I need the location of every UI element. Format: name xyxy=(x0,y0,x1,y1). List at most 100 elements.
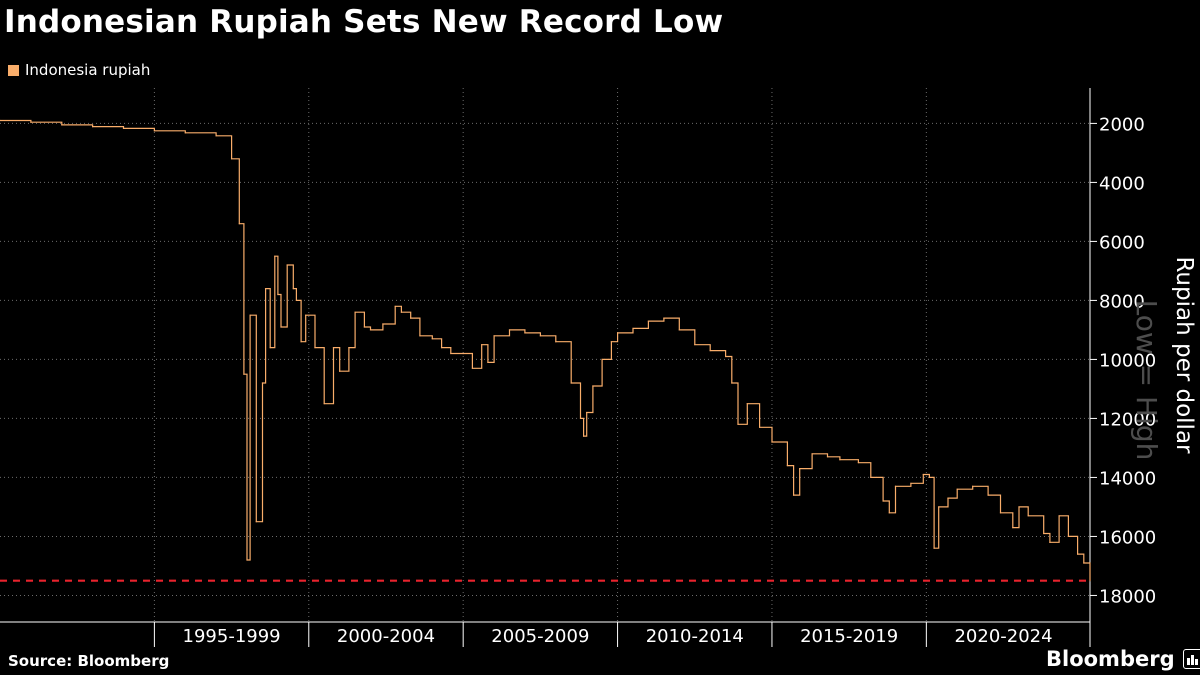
data-point xyxy=(610,341,612,343)
data-point xyxy=(947,497,949,499)
data-point xyxy=(332,347,335,349)
data-point xyxy=(709,349,711,352)
data-point xyxy=(249,314,251,316)
data-point xyxy=(300,341,302,343)
data-point xyxy=(894,485,897,487)
x-tick-label: 2000-2004 xyxy=(337,626,435,647)
data-point xyxy=(1083,562,1085,564)
y-tick-label: 8000 xyxy=(1099,291,1145,312)
y-tick-label: 14000 xyxy=(1099,468,1156,489)
x-tick-label: 2005-2009 xyxy=(491,626,589,647)
data-point xyxy=(737,423,739,425)
data-point xyxy=(632,327,634,330)
data-point xyxy=(238,223,240,225)
data-point xyxy=(363,326,365,328)
data-point xyxy=(493,335,495,337)
data-point xyxy=(933,547,935,549)
y-axis: 2000 4000 6000 8000 10000 12000 14000 16000 1800… xyxy=(1089,88,1156,622)
x-tick-label: 2020-2024 xyxy=(954,626,1052,647)
series-lines xyxy=(0,119,1091,582)
data-point xyxy=(348,347,350,349)
data-point xyxy=(243,373,245,375)
data-point xyxy=(295,299,298,302)
data-point xyxy=(910,482,912,484)
data-point xyxy=(323,403,325,405)
data-point xyxy=(410,317,412,319)
y-tick-label: 18000 xyxy=(1099,586,1156,607)
data-point xyxy=(888,512,890,514)
data-point xyxy=(586,411,588,414)
data-point xyxy=(292,288,294,290)
y-tick-label: 10000 xyxy=(1099,350,1156,371)
data-point xyxy=(956,488,958,490)
x-tick-label: 2010-2014 xyxy=(646,626,744,647)
data-point xyxy=(280,326,282,328)
brand-name: Bloomberg xyxy=(1046,647,1175,671)
data-point xyxy=(870,476,872,479)
data-point xyxy=(30,121,32,123)
x-tick-label: 1995-1999 xyxy=(183,626,281,647)
data-point xyxy=(230,158,233,160)
data-point xyxy=(1049,541,1051,543)
data-point xyxy=(0,119,1,122)
data-point xyxy=(882,500,884,502)
x-axis: 1995-1999 2000-2004 2005-2009 2010-2014 2015… xyxy=(0,621,1091,647)
data-point xyxy=(786,465,788,467)
data-point xyxy=(999,512,1002,514)
data-point xyxy=(184,132,186,134)
data-point xyxy=(987,494,989,496)
y-tick-label: 2000 xyxy=(1099,114,1145,135)
data-point xyxy=(339,370,341,372)
data-point xyxy=(153,130,155,132)
chart-legend: Indonesia rupiah xyxy=(8,61,150,79)
data-point xyxy=(277,293,279,296)
data-point xyxy=(539,335,541,337)
data-point xyxy=(839,459,841,461)
data-point xyxy=(255,521,257,523)
data-point xyxy=(694,344,696,346)
y-axis-watermark: Low = High xyxy=(1130,300,1163,461)
data-point xyxy=(1012,526,1014,529)
y-tick-label: 16000 xyxy=(1099,527,1156,548)
brand-logo: Bloomberg xyxy=(1046,647,1200,671)
data-point xyxy=(246,559,248,561)
data-point xyxy=(731,382,733,384)
bloomberg-logo-icon xyxy=(1182,649,1200,669)
data-point xyxy=(261,382,264,384)
data-point xyxy=(431,338,433,340)
y-axis-label: Rupiah per dollar xyxy=(1171,256,1197,454)
data-point xyxy=(394,305,396,307)
data-point xyxy=(1067,535,1069,538)
data-point xyxy=(725,355,727,358)
data-point xyxy=(61,124,63,126)
data-point xyxy=(811,453,813,455)
data-point xyxy=(215,135,217,137)
data-point xyxy=(972,485,974,487)
data-point xyxy=(579,417,582,420)
data-point xyxy=(274,255,276,257)
data-point xyxy=(286,264,288,266)
x-tick-label: 2015-2019 xyxy=(800,626,898,647)
data-point xyxy=(1043,532,1045,535)
data-point xyxy=(487,361,489,363)
y-tick-label: 6000 xyxy=(1099,232,1145,253)
data-point xyxy=(440,347,443,349)
data-point xyxy=(1089,580,1091,582)
data-point xyxy=(592,385,594,387)
data-point xyxy=(938,506,940,508)
data-point xyxy=(601,358,603,361)
data-point xyxy=(508,329,511,331)
data-point xyxy=(647,320,650,322)
source-note: Source: Bloomberg xyxy=(8,652,170,670)
data-point xyxy=(400,311,403,313)
chart-grid xyxy=(0,88,1090,622)
data-point xyxy=(524,332,526,334)
data-point xyxy=(471,367,474,369)
data-point xyxy=(826,456,829,458)
legend-label: Indonesia rupiah xyxy=(25,61,151,79)
chart-title: Indonesian Rupiah Sets New Record Low xyxy=(4,4,724,40)
data-point xyxy=(759,426,761,428)
series-line xyxy=(0,119,1091,581)
data-point xyxy=(481,344,483,346)
